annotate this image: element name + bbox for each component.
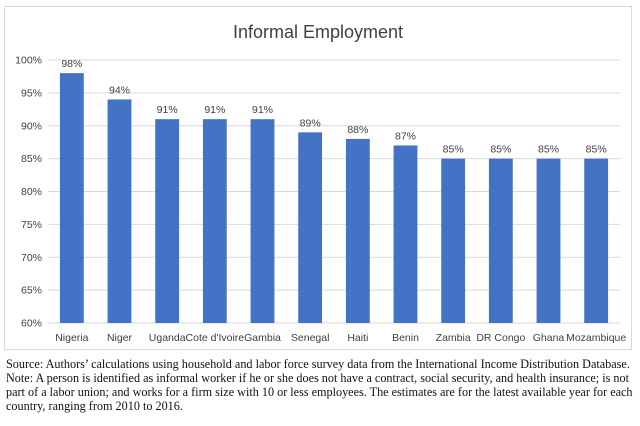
category-label: Haiti [347,332,368,344]
category-label: Zambia [436,332,471,344]
explanatory-note: Note: A person is identified as informal… [6,371,633,413]
category-label: Ghana [533,332,565,344]
bar-chart: Informal Employment 60% 65% 70% 75% 80% 85% 90… [15,22,626,344]
y-tick-label: 90% [21,120,42,132]
data-label: 91% [204,104,225,116]
y-tick-label: 100% [15,55,42,67]
category-label: Uganda [149,332,186,344]
y-axis-ticks: 60% 65% 70% 75% 80% 85% 90% 95% 100% [15,55,42,330]
category-label: Mozambique [566,332,626,344]
bar [298,132,323,323]
bars [59,73,609,324]
data-label: 91% [252,104,273,116]
data-label: 91% [157,104,178,116]
gridlines [48,59,620,324]
bar [441,158,466,323]
y-tick-label: 80% [21,186,42,198]
data-label: 94% [109,84,130,96]
chart-title: Informal Employment [233,22,403,42]
bar [393,145,418,323]
data-labels: 98% 94% 91% 91% 91% 89% 88% 87% 85% 85% 85% 85% [61,58,606,155]
y-tick-label: 65% [21,285,42,297]
category-label: Gambia [244,332,281,344]
figure-caption: Source: Authors’ calculations using hous… [6,357,636,413]
data-label: 89% [300,117,321,129]
category-label: Niger [107,332,133,344]
x-axis-categories: Nigeria Niger Uganda Cote d'Ivoire Gambia Sen… [55,332,626,344]
y-tick-label: 70% [21,252,42,264]
y-tick-label: 75% [21,219,42,231]
bar [59,73,84,324]
bar [345,138,370,323]
data-label: 88% [347,124,368,136]
bar [584,158,609,323]
category-label: Cote d'Ivoire [186,332,245,344]
category-label: Benin [392,332,419,344]
data-label: 98% [61,58,82,70]
bar [107,99,132,323]
data-label: 85% [443,144,464,156]
category-label: DR Congo [476,332,525,344]
source-note: Source: Authors’ calculations using hous… [6,357,630,371]
bar [202,119,227,323]
y-tick-label: 95% [21,87,42,99]
bar [536,158,561,323]
y-tick-label: 85% [21,153,42,165]
data-label: 85% [490,144,511,156]
bar [250,119,275,323]
category-label: Nigeria [55,332,88,344]
y-tick-label: 60% [21,318,42,330]
data-label: 85% [538,144,559,156]
data-label: 85% [586,144,607,156]
bar [155,119,180,323]
category-label: Senegal [291,332,330,344]
data-label: 87% [395,130,416,142]
bar [488,158,513,323]
